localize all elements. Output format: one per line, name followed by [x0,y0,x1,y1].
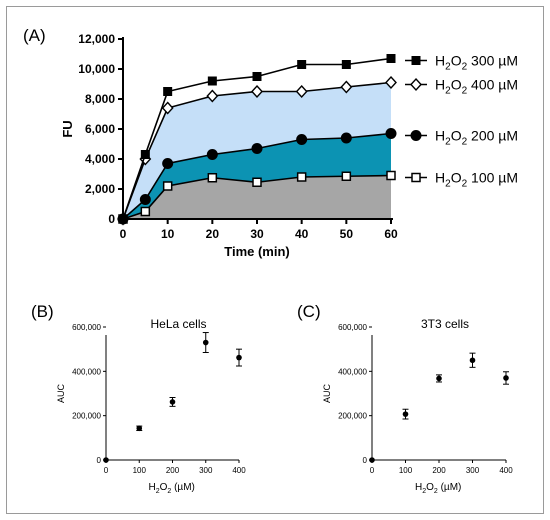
y-axis-label-c: AUC [322,384,332,404]
x-axis-label-a: Time (min) [224,244,290,259]
x-tick-label-a: 40 [295,227,309,241]
x-tick-label-c: 100 [399,466,413,475]
legend-marker-100 [411,172,421,183]
data-point-100 [296,172,307,182]
data-point-300 [207,76,217,86]
data-point-200 [385,128,397,139]
data-point-300 [386,54,396,63]
data-point-c [436,375,442,382]
x-tick-label-a: 50 [340,227,354,241]
data-point-200 [162,158,174,169]
data-point-200 [206,149,218,160]
x-tick-label-c: 400 [499,466,513,475]
data-point-400 [340,80,353,94]
legend-label-200: H2O2 200 µM [435,128,518,148]
x-tick-label-c: 200 [432,466,446,475]
x-tick-label-b: 400 [232,466,246,475]
data-point-100 [252,177,262,187]
data-point-300 [297,60,307,69]
legend-label-100: H2O2 100 µM [435,170,518,190]
x-tick-label-b: 0 [104,466,109,475]
x-tick-label-b: 200 [166,466,180,475]
legend-marker-200 [410,130,422,141]
x-axis-label-c: H2O2 (µM) [415,482,461,495]
x-tick-label-c: 300 [466,466,480,475]
data-point-c [469,357,476,364]
legend-marker-400 [410,77,422,92]
data-point-100 [386,170,396,181]
panel-title-c: 3T3 cells [421,317,469,331]
legend-label-300: H2O2 300 µM [435,53,518,73]
y-tick-label-a: 0 [108,212,115,226]
y-tick-label-c: 0 [363,456,368,465]
data-point-300 [140,150,150,159]
data-point-b [136,425,143,432]
y-tick-label-b: 200,000 [72,412,101,421]
data-point-400 [251,84,263,99]
data-point-300 [118,214,128,224]
data-point-400 [161,101,174,115]
data-point-400 [295,84,308,99]
data-point-300 [341,60,351,69]
panel-title-b: HeLa cells [150,317,206,331]
data-point-200 [251,143,263,154]
data-point-200 [139,194,151,205]
x-tick-label-a: 30 [250,227,264,241]
y-tick-label-a: 2,000 [85,182,115,196]
x-axis-label-b: H2O2 (µM) [149,482,195,495]
data-point-c [369,457,375,463]
panel-label-c: (C) [297,302,321,321]
x-tick-label-a: 10 [161,227,175,241]
area-fill-100 [123,175,391,219]
panel-label-a: (A) [23,26,46,45]
x-tick-label-a: 20 [206,227,220,241]
y-tick-label-b: 400,000 [72,367,101,376]
data-point-c [503,375,509,381]
series-300 [118,54,396,224]
series-line-300 [122,57,392,220]
data-point-b [202,339,209,346]
y-tick-label-b: 600,000 [72,323,101,332]
data-point-100 [162,181,173,191]
panel-label-b: (B) [31,302,54,321]
series-line-200 [122,132,392,220]
x-tick-label-b: 300 [199,466,213,475]
x-tick-label-b: 100 [133,466,147,475]
data-point-b [169,399,176,405]
data-point-400 [206,89,219,103]
data-point-400 [385,75,397,90]
x-tick-label-a: 0 [120,227,127,241]
y-tick-label-a: 12,000 [78,32,115,46]
data-point-100 [140,206,151,217]
y-tick-label-b: 0 [97,456,102,465]
x-tick-label-a: 60 [384,227,398,241]
y-tick-label-c: 200,000 [338,412,367,421]
data-point-300 [252,72,262,81]
figure-frame: (A) (B) (C) 0 2,000 4,000 6,000 8,000 10,000 12,0… [6,6,544,514]
data-point-b [236,354,242,361]
data-point-b [103,457,109,463]
y-tick-label-c: 600,000 [338,323,367,332]
y-axis-label-b: AUC [56,384,66,404]
figure-canvas: (A) (B) (C) 0 2,000 4,000 6,000 8,000 10,000 12,0… [23,26,518,495]
y-tick-label-a: 6,000 [85,122,115,136]
legend-label-400: H2O2 400 µM [435,77,518,97]
data-point-300 [163,87,173,96]
data-point-100 [207,173,218,183]
x-tick-label-c: 0 [370,466,375,475]
series-200 [117,128,397,225]
data-point-200 [296,134,308,145]
legend-marker-300 [411,56,421,65]
y-axis-label-a: FU [60,120,75,137]
y-tick-label-a: 8,000 [85,92,115,106]
y-tick-label-c: 400,000 [338,367,367,376]
y-tick-label-a: 4,000 [85,152,115,166]
data-point-c [402,411,409,417]
data-point-100 [341,171,352,181]
data-point-200 [340,132,352,144]
y-tick-label-a: 10,000 [78,62,115,76]
